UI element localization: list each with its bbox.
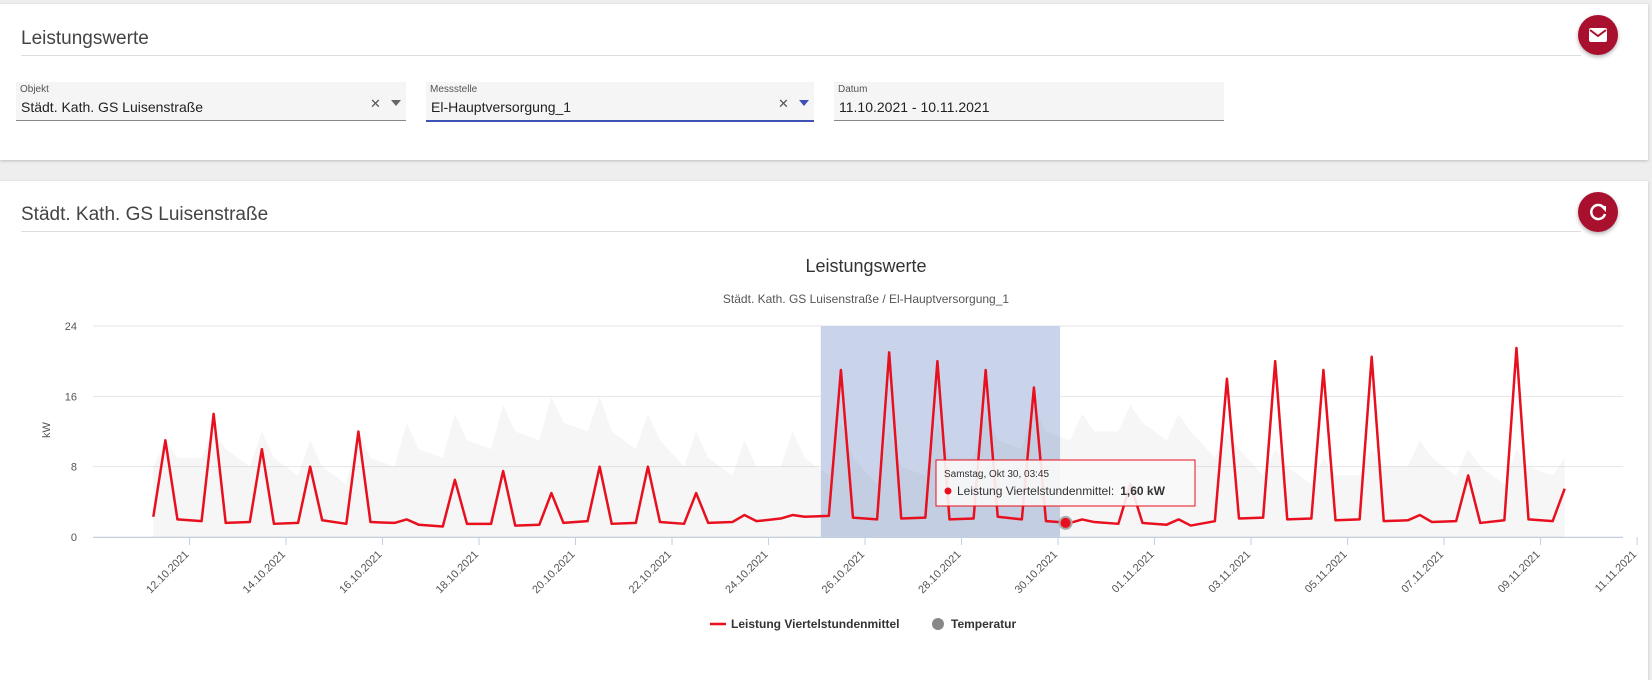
date-range[interactable]: Datum 11.10.2021 - 10.11.2021 xyxy=(834,82,1224,121)
tooltip-box xyxy=(935,459,1196,507)
y-axis-label: kW xyxy=(41,421,53,438)
refresh-icon xyxy=(1590,203,1607,221)
meter-select[interactable]: Messstelle El-Hauptversorgung_1 ✕ xyxy=(426,82,814,122)
divider xyxy=(21,55,1581,56)
tooltip-value: 1,60 kW xyxy=(1120,484,1165,498)
power-line xyxy=(152,346,1566,528)
field-value: El-Hauptversorgung_1 xyxy=(431,99,572,115)
tooltip-dot xyxy=(944,487,952,495)
chart: Leistungswerte Städt. Kath. GS Luisenstr… xyxy=(41,256,1639,631)
x-tick-label: 26.10.2021 xyxy=(820,549,867,596)
x-tick-label: 05.11.2021 xyxy=(1303,549,1350,596)
tooltip: Samstag, Okt 30, 03:45 Leistung Viertelst… xyxy=(935,459,1196,507)
field-label: Messstelle xyxy=(430,84,478,95)
x-tick-label: 28.10.2021 xyxy=(916,549,963,596)
field-label: Datum xyxy=(838,84,868,95)
x-tick-label: 14.10.2021 xyxy=(241,549,288,596)
card-title: Leistungswerte xyxy=(21,28,149,49)
x-tick-label: 18.10.2021 xyxy=(434,549,481,596)
clear-icon[interactable]: ✕ xyxy=(370,96,381,111)
mail-button[interactable] xyxy=(1578,15,1618,55)
field-value: Städt. Kath. GS Luisenstraße xyxy=(21,99,204,115)
x-tick-label: 09.11.2021 xyxy=(1496,549,1543,596)
x-tick-label: 03.11.2021 xyxy=(1206,549,1253,596)
x-tick-label: 12.10.2021 xyxy=(144,549,191,596)
chart-subtitle: Städt. Kath. GS Luisenstraße / El-Hauptv… xyxy=(723,292,1009,306)
x-tick-label: 20.10.2021 xyxy=(530,549,577,596)
card-title: Städt. Kath. GS Luisenstraße xyxy=(21,204,269,225)
y-tick-label: 0 xyxy=(71,532,77,544)
legend-label: Temperatur xyxy=(951,617,1016,631)
x-tick-label: 24.10.2021 xyxy=(723,549,770,596)
tooltip-header: Samstag, Okt 30, 03:45 xyxy=(944,469,1049,480)
filter-card: Leistungswerte Objekt Städt. Kath. GS Lu… xyxy=(0,4,1648,160)
x-tick-label: 07.11.2021 xyxy=(1399,549,1446,596)
field-value: 11.10.2021 - 10.11.2021 xyxy=(839,99,990,115)
refresh-button[interactable] xyxy=(1578,192,1618,232)
x-tick-label: 22.10.2021 xyxy=(627,549,674,596)
clear-icon[interactable]: ✕ xyxy=(778,96,789,111)
dropdown-icon[interactable] xyxy=(798,99,810,107)
field-label: Objekt xyxy=(20,84,49,95)
temperature-area xyxy=(153,396,1565,537)
divider xyxy=(21,231,1581,232)
mail-icon xyxy=(1589,28,1607,42)
hover-marker xyxy=(1058,515,1073,530)
legend-label: Leistung Viertelstundenmittel xyxy=(731,617,899,631)
x-tick-label: 11.11.2021 xyxy=(1593,549,1639,595)
dropdown-icon[interactable] xyxy=(390,99,402,107)
legend-marker xyxy=(932,618,944,630)
y-tick-label: 24 xyxy=(65,321,77,333)
x-tick-label: 30.10.2021 xyxy=(1013,549,1060,596)
chart-title: Leistungswerte xyxy=(805,256,926,276)
object-select[interactable]: Objekt Städt. Kath. GS Luisenstraße ✕ xyxy=(16,82,406,121)
x-tick-label: 16.10.2021 xyxy=(337,549,384,596)
y-tick-label: 16 xyxy=(65,391,77,403)
x-tick-label: 01.11.2021 xyxy=(1110,549,1157,596)
y-tick-label: 8 xyxy=(71,462,77,474)
tooltip-label: Leistung Viertelstundenmittel: xyxy=(957,484,1114,498)
